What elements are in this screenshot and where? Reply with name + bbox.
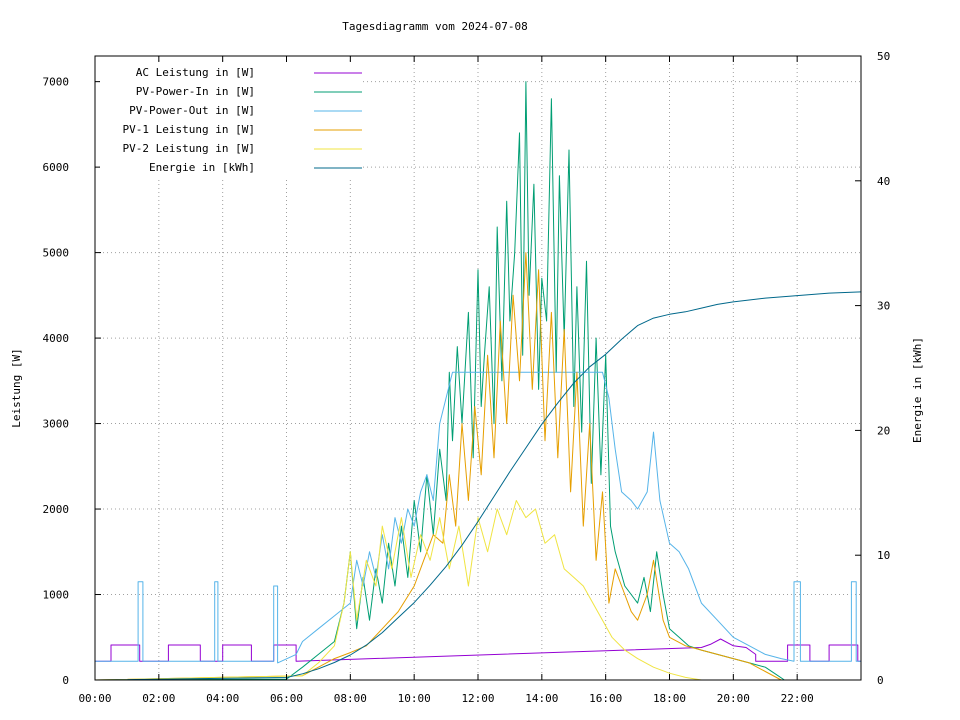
legend-entry-label: PV-1 Leistung in [W] xyxy=(123,123,255,136)
y-tick-label: 3000 xyxy=(43,418,70,431)
y2-tick-label: 40 xyxy=(877,175,890,188)
y-axis-label: Leistung [W] xyxy=(10,348,23,427)
y-tick-label: 6000 xyxy=(43,161,70,174)
y2-tick-label: 10 xyxy=(877,549,890,562)
x-tick-label: 22:00 xyxy=(781,692,814,705)
series-line-3 xyxy=(95,371,861,664)
x-tick-label: 20:00 xyxy=(717,692,750,705)
x-tick-label: 12:00 xyxy=(461,692,494,705)
series-line-2 xyxy=(94,81,861,681)
legend-entry-label: PV-2 Leistung in [W] xyxy=(123,142,255,155)
x-tick-label: 10:00 xyxy=(398,692,431,705)
y2-tick-label: 0 xyxy=(877,674,884,687)
series-line-5 xyxy=(94,500,861,681)
x-tick-label: 18:00 xyxy=(653,692,686,705)
y-tick-label: 0 xyxy=(62,674,69,687)
x-tick-label: 06:00 xyxy=(270,692,303,705)
legend-entry-label: PV-Power-In in [W] xyxy=(136,85,255,98)
y2-axis-label: Energie in [kWh] xyxy=(911,337,924,443)
x-tick-label: 16:00 xyxy=(589,692,622,705)
legend-entry-label: AC Leistung in [W] xyxy=(136,66,255,79)
y-tick-label: 2000 xyxy=(43,503,70,516)
legend-background xyxy=(100,62,362,178)
x-tick-label: 14:00 xyxy=(525,692,558,705)
x-tick-label: 08:00 xyxy=(334,692,367,705)
chart-title: Tagesdiagramm vom 2024-07-08 xyxy=(342,20,527,33)
axis-ticks: 00:00 02:00 04:00 06:00 08:00 10:00 12:00 14:00… xyxy=(43,50,891,705)
y2-tick-label: 50 xyxy=(877,50,890,63)
legend-entry-label: Energie in [kWh] xyxy=(149,161,255,174)
series-line-4 xyxy=(94,252,861,681)
series-line-6 xyxy=(94,291,862,681)
legend-entry-label: PV-Power-Out in [W] xyxy=(129,104,255,117)
x-tick-label: 04:00 xyxy=(206,692,239,705)
y-tick-label: 4000 xyxy=(43,332,70,345)
y-tick-label: 7000 xyxy=(43,76,70,89)
series-layer xyxy=(94,81,862,681)
y-tick-label: 1000 xyxy=(43,589,70,602)
y-tick-label: 5000 xyxy=(43,247,70,260)
legend: AC Leistung in [W] PV-Power-In in [W] PV-P… xyxy=(100,62,362,178)
x-tick-label: 02:00 xyxy=(142,692,175,705)
y2-tick-label: 20 xyxy=(877,424,890,437)
y2-tick-label: 30 xyxy=(877,300,890,313)
x-tick-label: 00:00 xyxy=(78,692,111,705)
series-line-1 xyxy=(95,638,861,662)
